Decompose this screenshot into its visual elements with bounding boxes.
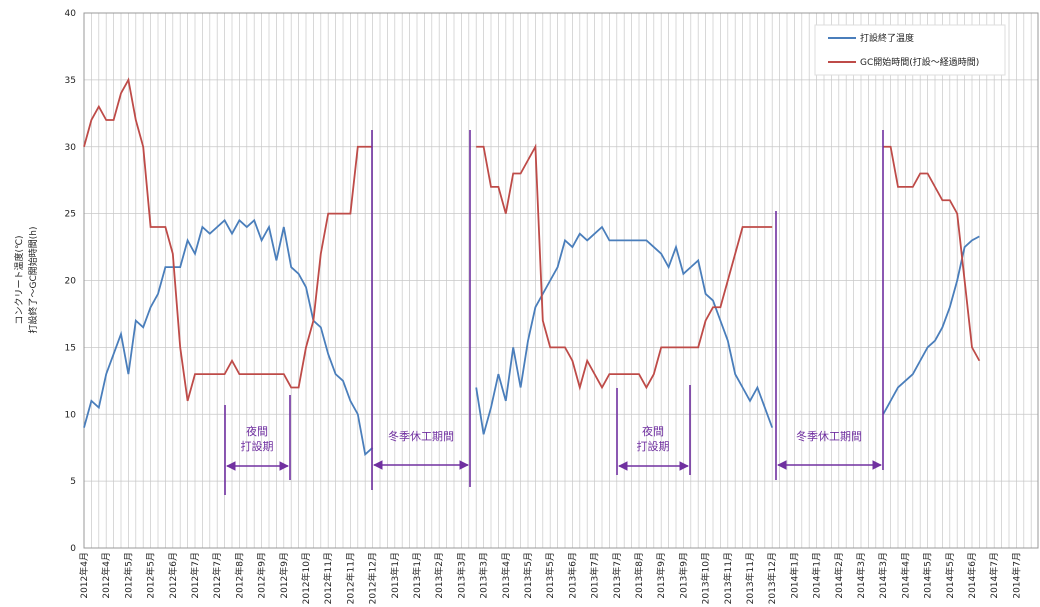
annotation: 夜間 — [642, 424, 664, 438]
x-tick-label: 2012年8月 — [233, 552, 245, 599]
y-tick-label: 0 — [70, 544, 76, 554]
y-tick-label: 10 — [65, 410, 77, 420]
x-tick-label: 2012年7月 — [211, 552, 223, 599]
grid — [83, 12, 1038, 549]
x-tick-label: 2012年4月 — [78, 552, 90, 599]
legend-items: 打設終了温度 GC開始時間(打設～経過時間) — [828, 32, 979, 68]
plot-frame — [83, 12, 1039, 549]
x-tick-label: 2012年6月 — [167, 552, 179, 599]
legend-label: 打設終了温度 — [860, 32, 914, 44]
x-tick-label: 2014年1月 — [811, 552, 823, 599]
x-tick-label: 2012年11月 — [322, 552, 334, 604]
x-tick-label: 2013年7月 — [611, 552, 623, 599]
legend — [814, 24, 1006, 76]
series-line — [476, 143, 773, 391]
annotation: 打設期 — [637, 439, 670, 453]
x-tick-label: 2013年3月 — [455, 552, 467, 599]
x-tick-label: 2014年5月 — [922, 552, 934, 599]
x-tick-label: 2013年1月 — [411, 552, 423, 599]
x-tick-label: 2013年11月 — [744, 552, 756, 604]
annotation: 夜間 — [246, 424, 268, 438]
y-tick-label: 5 — [70, 477, 76, 487]
x-tick-label: 2014年7月 — [988, 552, 1000, 599]
annotations — [224, 130, 884, 495]
marks — [83, 77, 981, 457]
annotation: 打設期 — [241, 439, 274, 453]
y-tick-label: 35 — [65, 76, 76, 86]
x-tick-label: 2012年4月 — [100, 552, 112, 599]
x-tick-label: 2014年7月 — [1010, 552, 1022, 599]
series-line — [475, 225, 774, 435]
x-tick-label: 2014年3月 — [877, 552, 889, 599]
x-tick-label: 2013年12月 — [766, 552, 778, 604]
x-tick-label: 2013年3月 — [478, 552, 490, 599]
y-tick-label: 20 — [65, 277, 77, 287]
x-tick-label: 2014年4月 — [899, 552, 911, 599]
x-tick-label: 2013年6月 — [566, 552, 578, 599]
series-line — [882, 235, 980, 415]
x-tick-label: 2013年8月 — [633, 552, 645, 599]
x-tick-label: 2014年5月 — [944, 552, 956, 599]
x-tick-label: 2013年5月 — [522, 552, 534, 599]
y-tick-label: 25 — [65, 210, 76, 220]
y-tick-label: 15 — [65, 343, 76, 353]
x-tick-label: 2012年5月 — [145, 552, 157, 599]
x-tick-label: 2012年12月 — [367, 552, 379, 604]
x-tick-label: 2012年10月 — [300, 552, 312, 604]
legend-label: GC開始時間(打設～経過時間) — [860, 56, 979, 68]
x-tick-label: 2013年1月 — [389, 552, 401, 599]
y-tick-label: 30 — [65, 143, 77, 153]
x-tick-label: 2012年7月 — [189, 552, 201, 599]
x-tick-label: 2012年11月 — [344, 552, 356, 604]
x-tick-label: 2013年4月 — [500, 552, 512, 599]
annotation: 冬季休工期間 — [388, 429, 454, 443]
x-tick-label: 2014年3月 — [855, 552, 867, 599]
y-tick-label: 40 — [65, 9, 77, 19]
x-tick-label: 2013年10月 — [700, 552, 712, 604]
series-line — [83, 77, 373, 402]
series-line — [883, 145, 981, 362]
annotation: 冬季休工期間 — [796, 429, 862, 443]
x-tick-label: 2014年6月 — [966, 552, 978, 599]
x-tick-label: 2012年5月 — [122, 552, 134, 599]
x-tick-label: 2012年9月 — [256, 552, 268, 599]
x-tick-label: 2012年9月 — [278, 552, 290, 599]
x-tick-label: 2014年2月 — [833, 552, 845, 599]
series-line — [83, 218, 374, 457]
x-tick-label: 2013年5月 — [544, 552, 556, 599]
x-tick-label: 2013年11月 — [722, 552, 734, 604]
x-tick-label: 2013年2月 — [433, 552, 445, 599]
x-tick-label: 2013年9月 — [677, 552, 689, 599]
y-axis-label: 打設終了～GC開始時間(h) — [27, 227, 39, 334]
y-axis-label: コンクリート温度(℃) — [13, 235, 25, 324]
x-tick-label: 2014年1月 — [788, 552, 800, 599]
x-tick-label: 2013年7月 — [589, 552, 601, 599]
x-tick-label: 2013年9月 — [655, 552, 667, 599]
